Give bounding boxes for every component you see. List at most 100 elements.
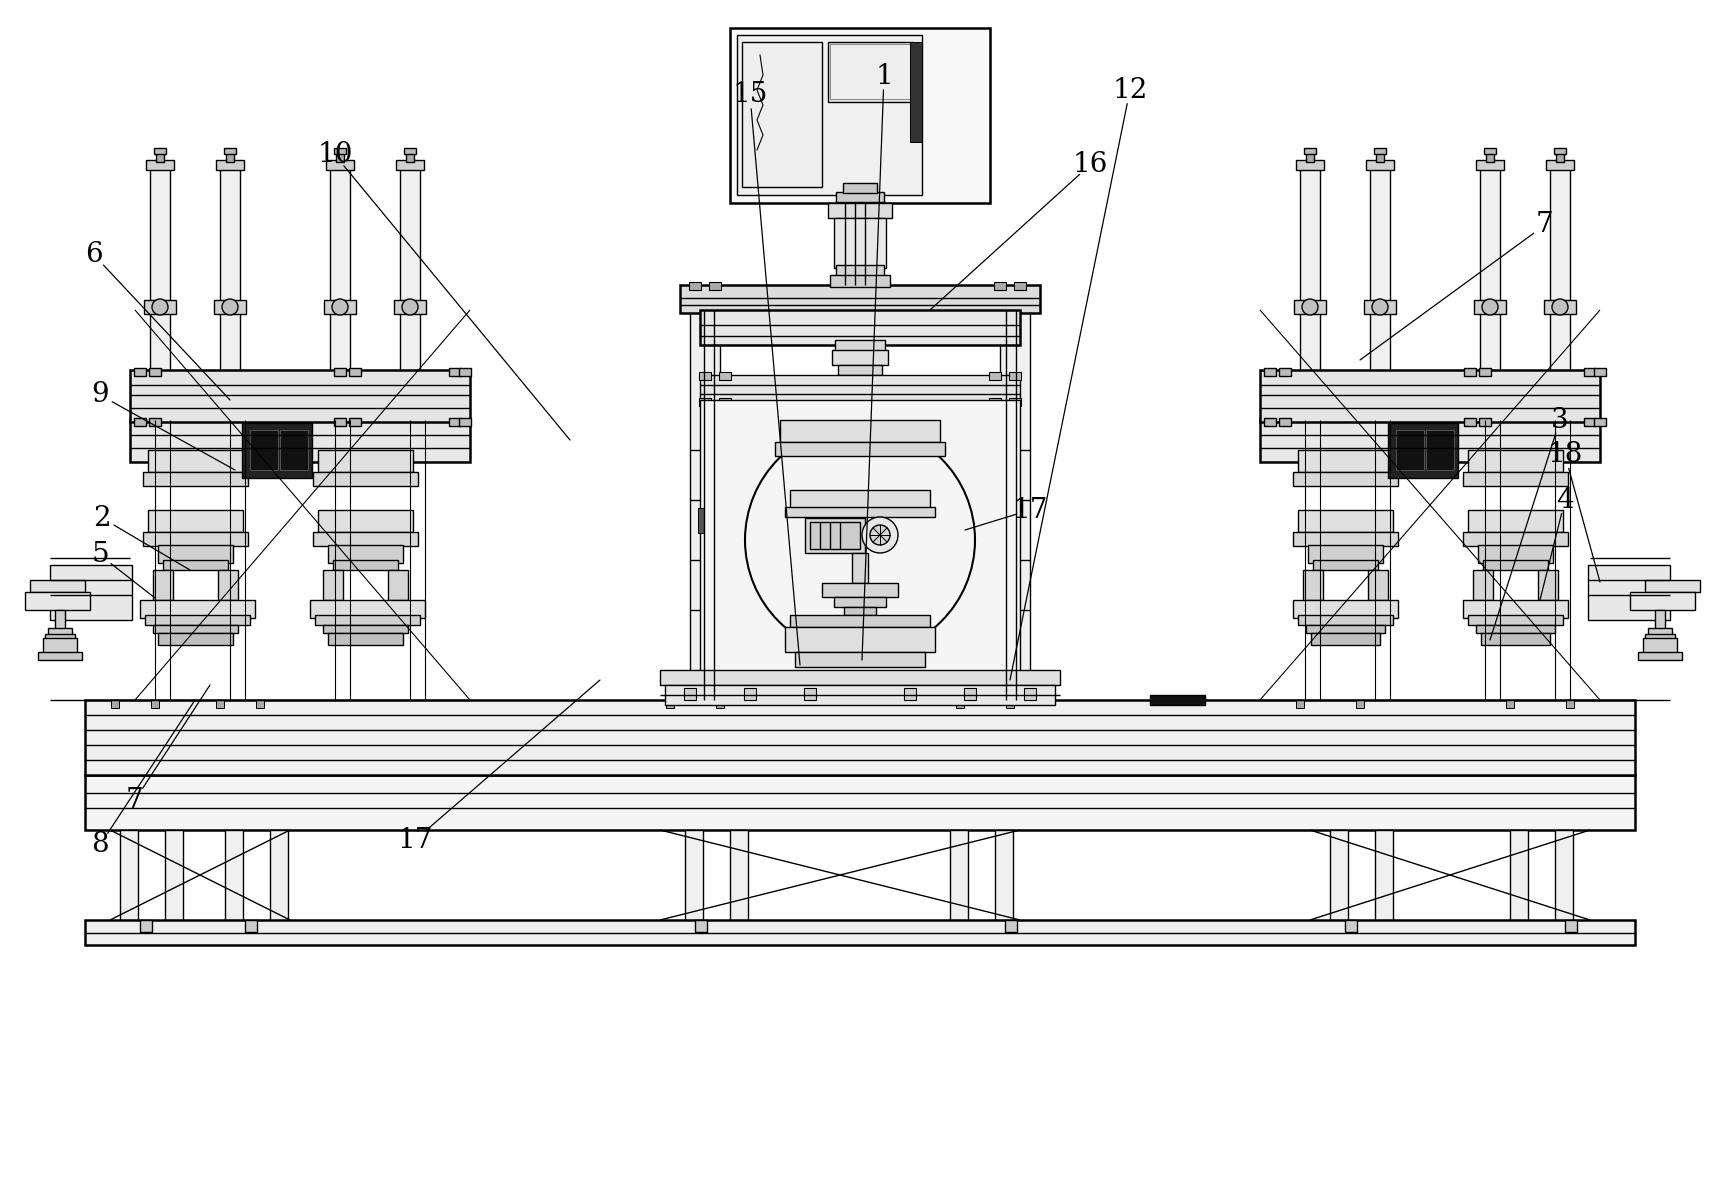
Bar xyxy=(43,638,77,653)
Bar xyxy=(38,652,83,660)
Bar xyxy=(151,700,158,708)
Bar xyxy=(845,607,875,615)
Bar xyxy=(810,522,860,550)
Bar xyxy=(150,168,170,420)
Bar xyxy=(1374,148,1386,154)
Text: 7: 7 xyxy=(126,787,144,813)
Bar xyxy=(224,148,236,154)
Bar xyxy=(1637,652,1682,660)
Bar xyxy=(1477,545,1553,563)
Bar xyxy=(690,283,702,290)
Bar xyxy=(1476,625,1555,633)
Bar xyxy=(1557,153,1563,162)
Bar xyxy=(1261,420,1600,462)
Bar xyxy=(1464,368,1476,375)
Bar xyxy=(323,625,408,633)
Bar xyxy=(1307,545,1383,563)
Bar xyxy=(1293,300,1326,313)
Text: 18: 18 xyxy=(1548,441,1582,468)
Bar xyxy=(1293,600,1398,617)
Bar xyxy=(1594,418,1606,426)
Bar xyxy=(698,398,710,406)
Bar xyxy=(329,545,402,563)
Bar xyxy=(1426,430,1453,470)
Bar xyxy=(803,688,815,700)
Bar xyxy=(1486,153,1495,162)
Bar xyxy=(256,700,263,708)
Bar xyxy=(834,340,886,355)
Bar xyxy=(449,418,461,426)
Bar xyxy=(685,688,697,700)
Bar xyxy=(666,685,1054,704)
Text: 1: 1 xyxy=(875,62,893,89)
Bar xyxy=(1479,368,1491,375)
Bar xyxy=(836,200,884,218)
Bar xyxy=(700,310,1020,344)
Bar xyxy=(1510,830,1527,925)
Bar xyxy=(784,627,936,652)
Bar xyxy=(280,430,308,470)
Bar xyxy=(1484,148,1496,154)
Bar xyxy=(1479,418,1491,426)
Text: 7: 7 xyxy=(1536,211,1553,238)
Bar xyxy=(349,418,361,426)
Bar xyxy=(795,652,925,668)
Bar xyxy=(834,218,886,268)
Bar xyxy=(1483,560,1548,570)
Bar xyxy=(1299,615,1393,625)
Bar xyxy=(1006,700,1015,708)
Bar xyxy=(836,265,884,277)
Bar xyxy=(1023,688,1035,700)
Bar xyxy=(26,592,89,610)
Bar xyxy=(1304,148,1316,154)
Bar xyxy=(329,633,402,645)
Bar xyxy=(150,418,162,426)
Text: 3: 3 xyxy=(1551,406,1569,434)
Bar xyxy=(698,372,710,380)
Bar xyxy=(1467,451,1563,472)
Bar xyxy=(459,368,471,375)
Bar xyxy=(695,920,707,932)
Bar xyxy=(1010,398,1022,406)
Bar xyxy=(832,350,888,365)
Bar xyxy=(1553,148,1565,154)
Bar xyxy=(1594,368,1606,375)
Bar xyxy=(1374,830,1393,925)
Bar xyxy=(1299,510,1393,532)
Bar xyxy=(244,920,256,932)
Bar xyxy=(163,560,229,570)
Bar xyxy=(1010,372,1022,380)
Bar xyxy=(1293,532,1398,546)
Bar xyxy=(1546,160,1574,170)
Bar xyxy=(709,283,721,290)
Circle shape xyxy=(332,299,347,315)
Bar xyxy=(776,442,944,457)
Bar xyxy=(134,368,146,375)
Circle shape xyxy=(151,299,169,315)
Bar xyxy=(1474,300,1507,313)
Bar xyxy=(1507,700,1514,708)
Bar xyxy=(827,203,893,218)
Bar xyxy=(1280,418,1292,426)
Bar xyxy=(334,418,346,426)
Bar xyxy=(155,148,167,154)
Circle shape xyxy=(222,299,237,315)
Bar xyxy=(736,35,922,195)
Bar xyxy=(401,168,420,420)
Bar xyxy=(831,44,910,99)
Bar xyxy=(851,553,869,583)
Bar xyxy=(84,775,1636,830)
Bar xyxy=(330,168,349,420)
Bar xyxy=(910,42,922,142)
Bar xyxy=(148,510,243,532)
Bar xyxy=(334,560,397,570)
Bar xyxy=(1366,160,1393,170)
Bar xyxy=(84,920,1636,945)
Bar xyxy=(805,519,865,553)
Bar xyxy=(698,508,703,533)
Bar xyxy=(146,160,174,170)
Bar xyxy=(394,300,427,313)
Bar xyxy=(827,42,913,103)
Bar xyxy=(404,148,416,154)
Bar xyxy=(1584,418,1596,426)
